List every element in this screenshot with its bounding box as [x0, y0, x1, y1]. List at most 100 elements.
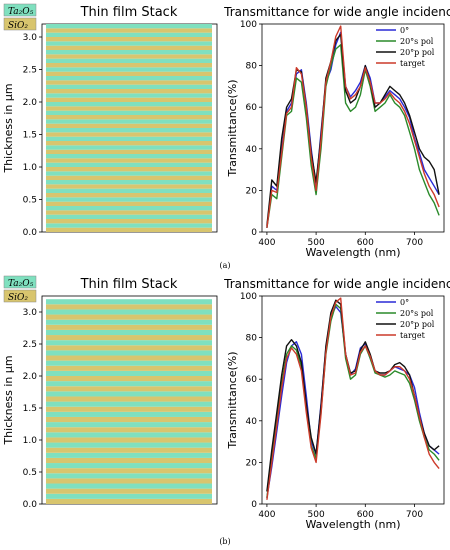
legend-label: 20°s pol: [400, 309, 434, 318]
transmittance-ylabel-b: Transmittance(%): [226, 351, 239, 449]
transmittance-xlabel-b: Wavelength (nm): [305, 518, 400, 531]
transmittance-title-b: Transmittance for wide angle incidence: [223, 277, 450, 291]
stack-layer: [46, 391, 212, 397]
stack-chart-b: Thin film Stack 0.0 0.5 1.0 1.5 2.0 2.5 3.0 Th…: [2, 275, 218, 510]
stack-ytick-label: 1.0: [23, 436, 38, 446]
transmittance-xtick-label: 400: [258, 238, 275, 248]
stack-layer: [46, 210, 212, 215]
transmittance-xlabel-a: Wavelength (nm): [305, 246, 400, 259]
stack-layer: [46, 89, 212, 94]
transmittance-ytick-label: 80: [246, 334, 258, 344]
transmittance-axes-frame-a: [261, 23, 445, 233]
transmittance-xtick-label: 700: [406, 510, 423, 520]
stack-ytick-label: 0.5: [23, 468, 37, 478]
transmittance-ylabel-a: Transmittance(%): [226, 79, 239, 177]
transmittance-chart-b: Transmittance for wide angle incidence 4…: [223, 277, 450, 531]
transmittance-ytick-label: 0: [251, 500, 257, 510]
series-line-20deg-s-pol: [266, 44, 440, 228]
stack-layer: [46, 314, 212, 320]
stack-layer: [46, 110, 212, 115]
stack-layer: [46, 97, 212, 102]
stack-title-a: Thin film Stack: [80, 5, 178, 20]
stack-layer: [46, 115, 212, 120]
stack-layer: [46, 340, 212, 346]
stack-layer: [46, 483, 212, 489]
transmittance-ytick-label: 100: [240, 292, 257, 302]
stack-ytick-label: 3.0: [23, 308, 38, 318]
stack-layer: [46, 376, 212, 382]
transmittance-ytick-label: 80: [246, 62, 258, 72]
legend-label: target: [400, 331, 426, 340]
stack-layer: [46, 132, 212, 137]
stack-layer: [46, 406, 212, 412]
legend-label: 20°s pol: [400, 37, 434, 46]
legend-label: target: [400, 59, 426, 68]
stack-layer: [46, 93, 212, 98]
stack-ytick-label: 2.5: [23, 340, 37, 350]
stack-layer: [46, 329, 212, 336]
stack-layer: [46, 427, 212, 433]
stack-layer: [46, 447, 212, 453]
transmittance-series-a: [266, 25, 440, 228]
transmittance-xtick-label: 500: [308, 238, 325, 248]
stack-layer: [46, 54, 212, 59]
stack-layer: [46, 175, 212, 180]
stack-layer: [46, 442, 212, 448]
stack-layer: [46, 488, 212, 494]
stack-yticks-a: 0.0 0.5 1.0 1.5 2.0 2.5 3.0: [23, 33, 42, 238]
stack-layer: [46, 102, 212, 107]
stack-chart-a: Thin film Stack 0.0 0.5 1.0 1.5 2.0 2.5 3.0 Th…: [2, 3, 218, 238]
panel-label-a: (a): [219, 261, 230, 270]
stack-layer: [46, 80, 212, 85]
transmittance-xtick-label: 700: [406, 238, 423, 248]
transmittance-xtick-label: 400: [258, 510, 275, 520]
stack-ytick-label: 1.5: [23, 404, 37, 414]
transmittance-series-b: [266, 297, 440, 500]
stack-layer: [46, 201, 212, 206]
stack-layer: [46, 335, 212, 341]
transmittance-ytick-label: 40: [246, 417, 258, 427]
transmittance-xtick-label: 600: [357, 510, 374, 520]
stack-layer: [46, 324, 212, 330]
stack-layer: [46, 37, 212, 42]
legend-swatch-sio2-a: [3, 17, 37, 31]
transmittance-xtick-label: 500: [308, 510, 325, 520]
stack-layer: [46, 223, 212, 228]
series-line-20deg-p-pol: [266, 299, 440, 492]
legend-label: 20°p pol: [400, 48, 435, 57]
stack-ytick-label: 0.5: [23, 196, 37, 206]
stack-layer: [46, 193, 212, 198]
stack-layer: [46, 355, 212, 361]
stack-layer: [46, 32, 212, 37]
stack-legend-b: Ta₂O₅ SiO₂: [3, 275, 37, 303]
stack-layer: [46, 350, 212, 356]
panel-label-b: (b): [219, 537, 230, 546]
stack-layer: [46, 106, 212, 111]
transmittance-legend-a: 0° 20°s pol 20°p pol target: [376, 26, 435, 68]
stack-ylabel-b: Thickness in μm: [2, 355, 15, 445]
transmittance-ticks-b: 400 500 600 700 0 20 40 60 80 100: [240, 292, 424, 520]
stack-layer: [46, 141, 212, 146]
panel-a: Thin film Stack 0.0 0.5 1.0 1.5 2.0 2.5 3.0 Th…: [2, 3, 450, 270]
stack-layer: [46, 58, 212, 63]
stack-layer: [46, 206, 212, 211]
stack-layer: [46, 63, 212, 68]
stack-layer: [46, 473, 212, 479]
stack-layer: [46, 24, 212, 29]
panel-b: Thin film Stack 0.0 0.5 1.0 1.5 2.0 2.5 3.0 Th…: [2, 275, 450, 546]
stack-layer: [46, 299, 212, 305]
stack-layer: [46, 84, 212, 89]
stack-layer: [46, 45, 212, 50]
stack-layer: [46, 145, 212, 150]
stack-layer: [46, 214, 212, 219]
stack-layer: [46, 478, 212, 484]
stack-layer: [46, 370, 212, 376]
stack-layer: [46, 304, 212, 310]
stack-layer: [46, 401, 212, 407]
stack-layer: [46, 50, 212, 55]
stack-layer: [46, 416, 212, 423]
stack-ytick-label: 1.0: [23, 163, 38, 173]
stack-layer: [46, 432, 212, 438]
stack-layer: [46, 319, 212, 325]
stack-ytick-label: 2.0: [23, 98, 38, 108]
